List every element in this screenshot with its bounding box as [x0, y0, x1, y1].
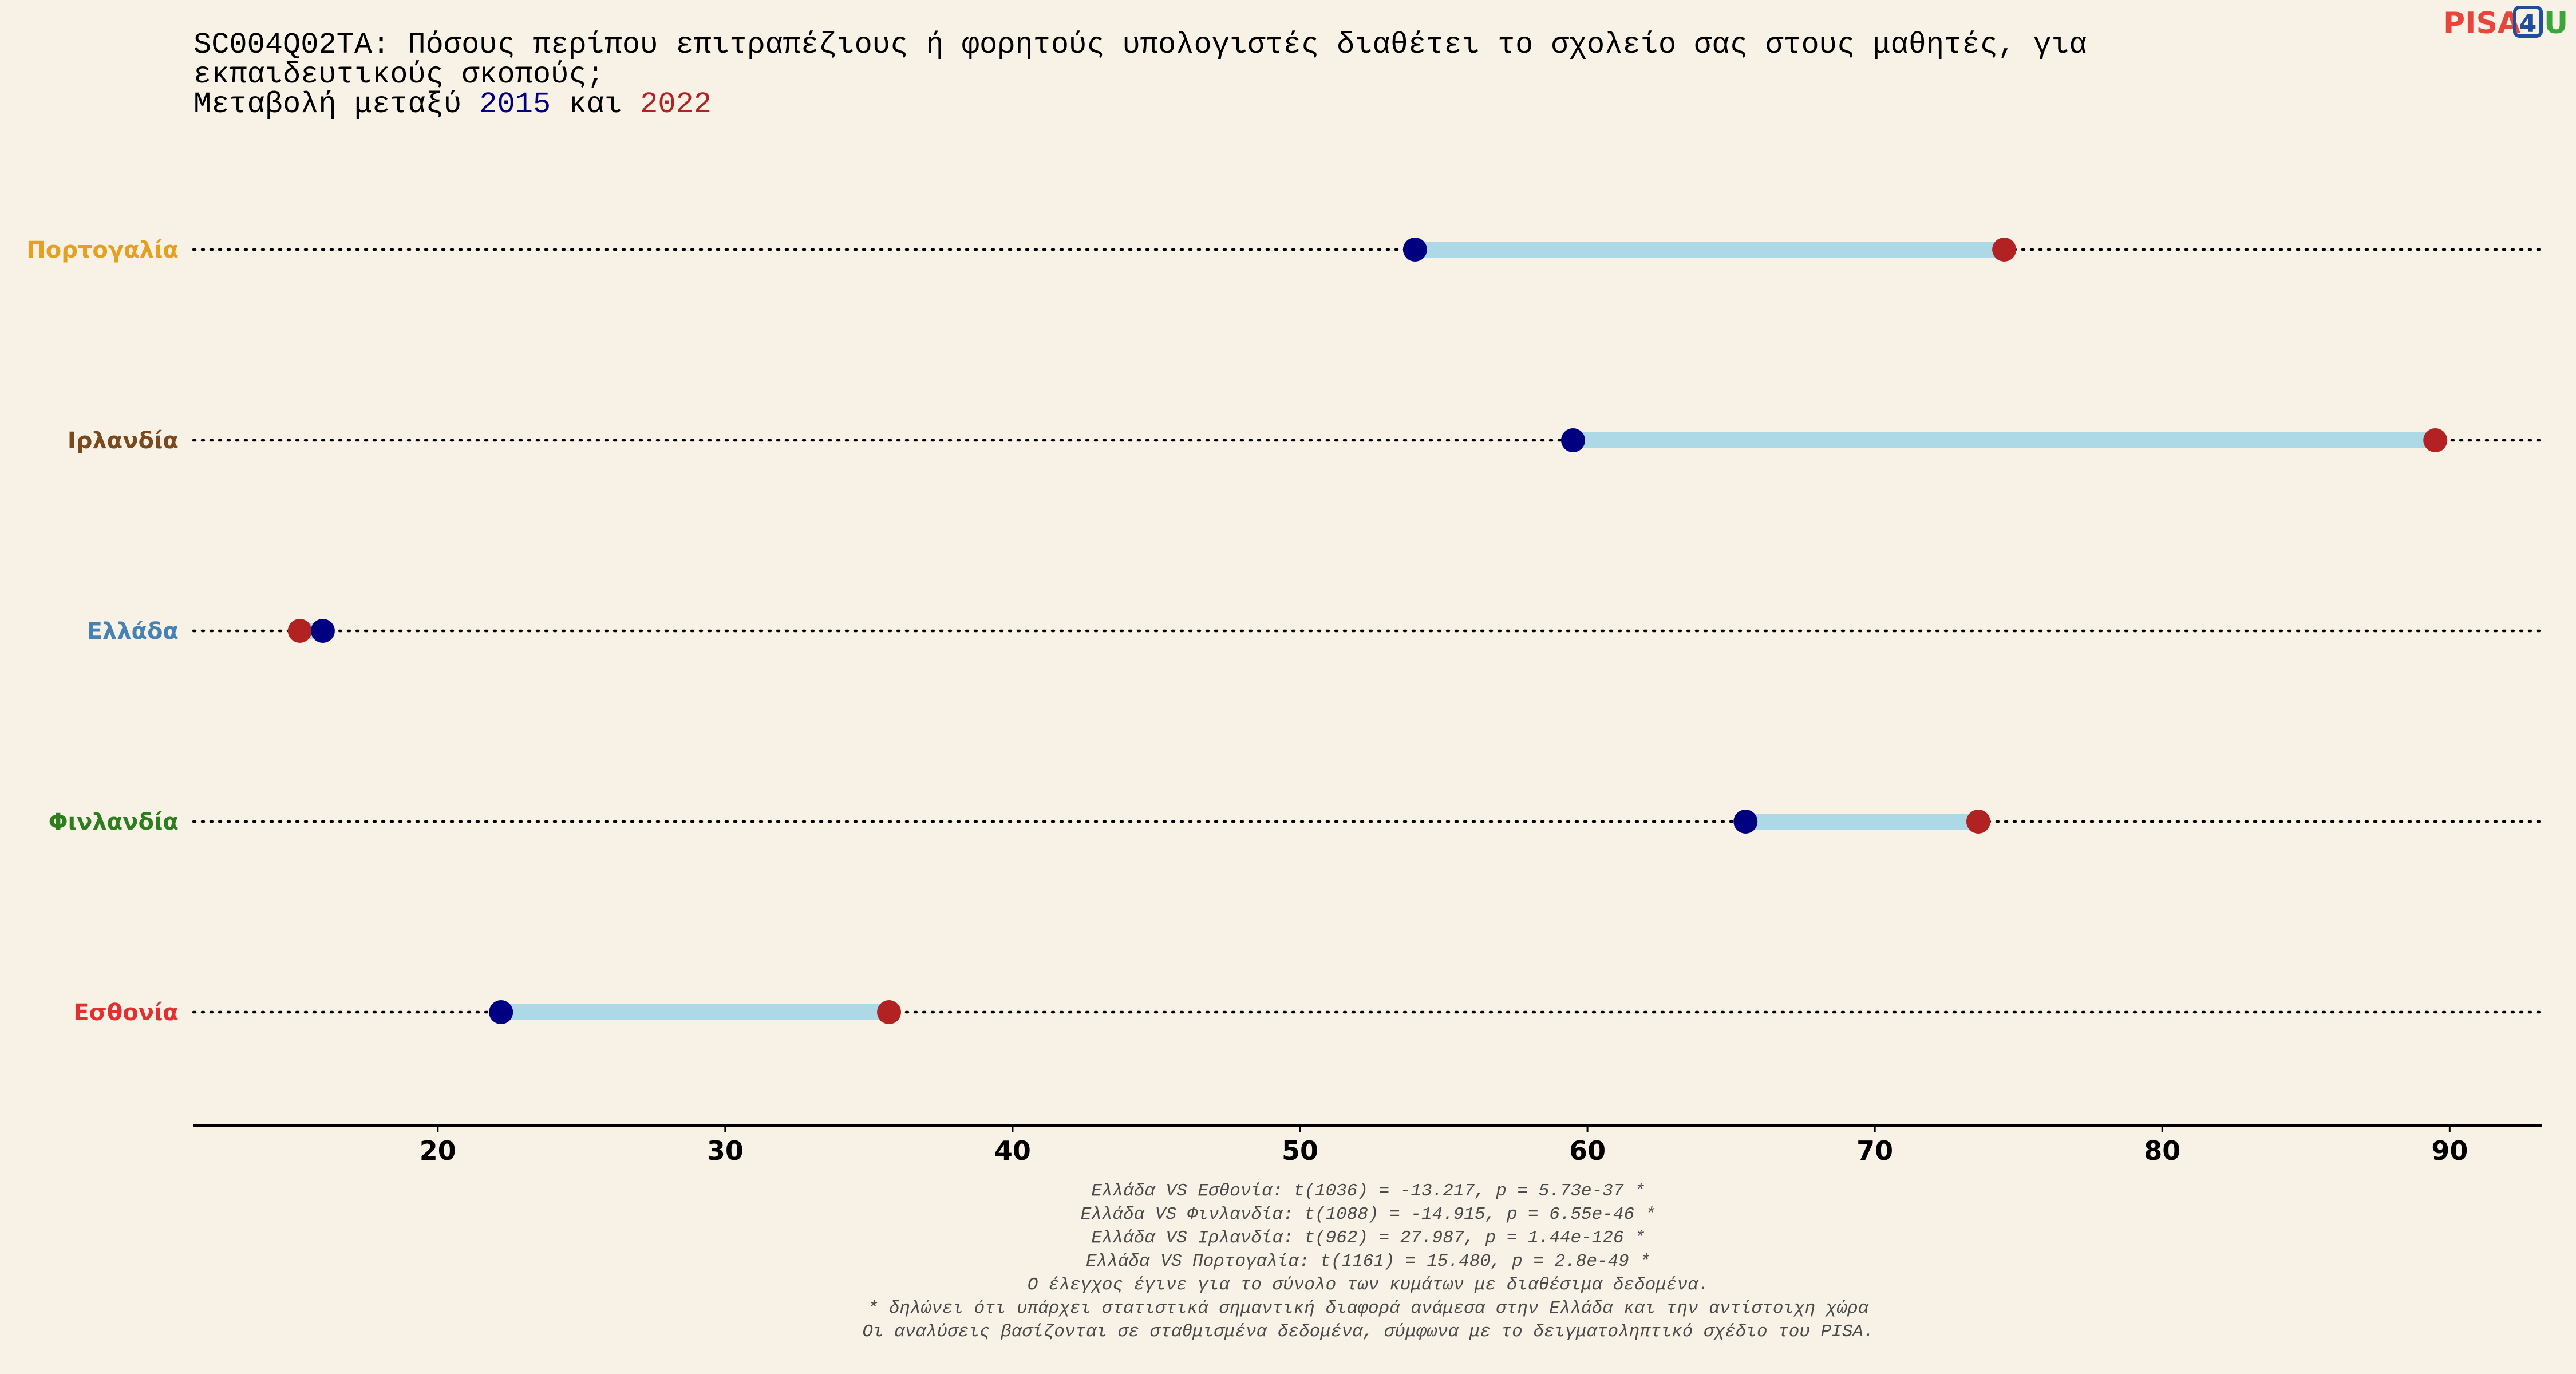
country-label: Φινλανδία — [49, 809, 179, 835]
x-tick-label: 80 — [2144, 1135, 2180, 1166]
point-2015 — [310, 619, 335, 643]
footnote-line: * δηλώνει ότι υπάρχει στατιστικά σημαντι… — [868, 1298, 1870, 1318]
country-label: Εσθονία — [73, 1000, 179, 1026]
point-2022 — [2423, 428, 2448, 452]
point-2022 — [287, 619, 312, 643]
footnote-line: Ελλάδα VS Ιρλανδία: t(962) = 27.987, p =… — [1091, 1228, 1645, 1248]
logo-text-u: U — [2544, 6, 2568, 41]
x-tick-label: 20 — [420, 1135, 456, 1166]
country-label: Ελλάδα — [87, 618, 179, 645]
title-line-3-prefix: Μεταβολή μεταξύ — [193, 88, 479, 121]
point-2015 — [1560, 428, 1585, 452]
pisa4u-logo: PISA 4 U — [2443, 6, 2568, 41]
title-line-3-middle: και — [551, 88, 640, 121]
point-2022 — [1992, 238, 2017, 262]
x-axis-ticks: 20 30 40 50 60 70 80 90 — [420, 1126, 2468, 1166]
footnote-line: Ελλάδα VS Φινλανδία: t(1088) = -14.915, … — [1081, 1205, 1656, 1225]
point-2015 — [1733, 810, 1758, 834]
country-row: Ιρλανδία — [68, 428, 2543, 454]
point-2022 — [1966, 810, 1990, 834]
point-2015 — [1402, 238, 1427, 262]
x-tick-label: 60 — [1569, 1135, 1606, 1166]
point-2015 — [489, 1000, 513, 1024]
title-line-1: SC004Q02TA: Πόσους περίπου επιτραπέζιους… — [193, 28, 2087, 62]
title-year-2022: 2022 — [640, 88, 712, 121]
footnote-line: Ελλάδα VS Πορτογαλία: t(1161) = 15.480, … — [1086, 1251, 1650, 1272]
x-tick-label: 30 — [707, 1135, 744, 1166]
country-label: Πορτογαλία — [26, 237, 179, 263]
x-axis: 20 30 40 50 60 70 80 90 — [193, 1124, 2542, 1166]
x-tick-label: 70 — [1856, 1135, 1893, 1166]
footnote-line: Ο έλεγχος έγινε για το σύνολο των κυμάτω… — [1028, 1275, 1709, 1295]
logo-box-icon — [2513, 6, 2543, 38]
country-row: Εσθονία — [73, 1000, 2543, 1026]
chart-title: SC004Q02TA: Πόσους περίπου επιτραπέζιους… — [193, 28, 2087, 121]
logo-text-pisa: PISA — [2443, 6, 2520, 41]
x-tick-label: 50 — [1282, 1135, 1318, 1166]
point-2022 — [877, 1000, 902, 1024]
footnote-line: Οι αναλύσεις βασίζονται σε σταθμισμένα δ… — [862, 1322, 1874, 1342]
footnotes: Ελλάδα VS Εσθονία: t(1036) = -13.217, p … — [862, 1181, 1874, 1342]
x-tick-label: 40 — [994, 1135, 1031, 1166]
title-line-2: εκπαιδευτικούς σκοπούς; — [193, 58, 605, 92]
title-line-3: Μεταβολή μεταξύ 2015 και 2022 — [193, 88, 712, 121]
logo-text-4: 4 — [2519, 9, 2537, 38]
x-tick-label: 90 — [2431, 1135, 2468, 1166]
country-label: Ιρλανδία — [68, 428, 179, 454]
country-row: Ελλάδα — [87, 618, 2543, 645]
title-year-2015: 2015 — [479, 88, 551, 121]
footnote-line: Ελλάδα VS Εσθονία: t(1036) = -13.217, p … — [1091, 1181, 1645, 1201]
country-row: Φινλανδία — [49, 809, 2543, 835]
country-rows: Πορτογαλία Ιρλανδία Ελλάδα Φινλανδία Εσθονία — [26, 237, 2543, 1026]
country-row: Πορτογαλία — [26, 237, 2543, 263]
